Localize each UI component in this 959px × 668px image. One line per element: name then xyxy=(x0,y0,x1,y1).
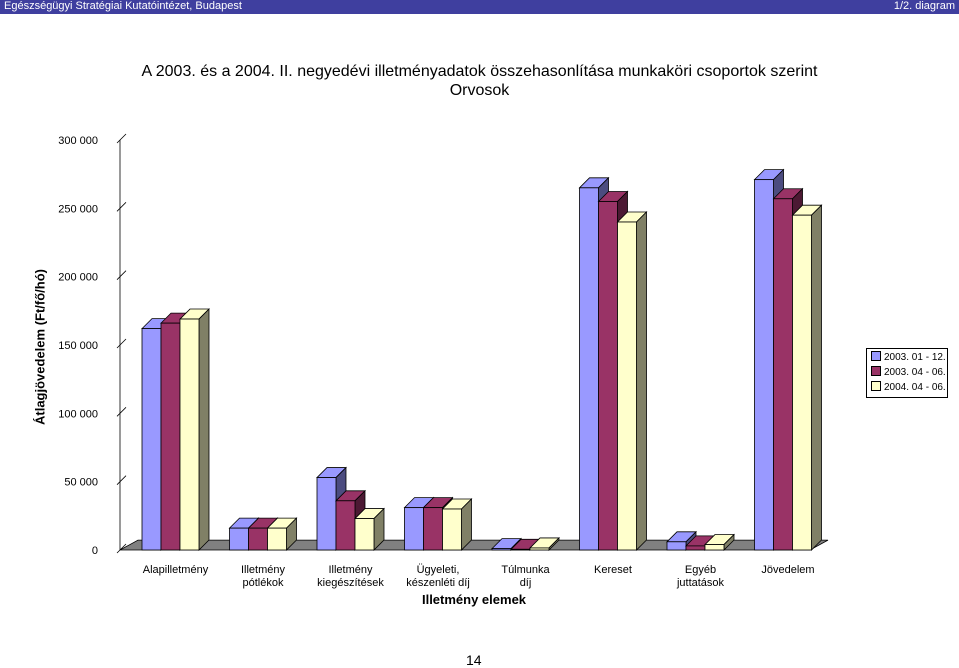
bar-side xyxy=(198,308,210,551)
bar xyxy=(666,541,687,551)
y-tick-label: 250 000 xyxy=(58,203,98,215)
y-tick-label: 300 000 xyxy=(58,135,98,147)
gridline xyxy=(116,475,127,485)
x-tick-label-line: juttatások xyxy=(676,577,725,589)
x-tick-label-line: kiegészítések xyxy=(317,577,384,589)
gridline xyxy=(116,338,127,349)
bar xyxy=(685,545,706,551)
bar xyxy=(354,518,375,551)
bar xyxy=(491,548,512,551)
bar xyxy=(229,527,249,551)
legend-label: 2003. 01 - 12. xyxy=(884,352,946,363)
x-tick-label-line: Túlmunka xyxy=(501,564,550,576)
legend-label: 2003. 04 - 06. xyxy=(884,367,946,378)
bar xyxy=(248,527,268,551)
x-tick-label-line: pótlékok xyxy=(243,577,284,589)
x-tick-label-line: Ügyeleti, xyxy=(417,564,460,576)
y-tick-label: 100 000 xyxy=(58,408,98,420)
y-axis-title: Átlagjövedelem (Ft/fő/hó) xyxy=(32,269,48,425)
legend-swatch xyxy=(871,351,881,362)
bar xyxy=(754,179,774,551)
bar xyxy=(529,547,550,551)
legend-swatch xyxy=(871,381,881,392)
gridline xyxy=(116,270,127,280)
report-header-bar: Egészségügyi Stratégiai Kutatóintézet, B… xyxy=(0,0,959,14)
y-tick-label: 50 000 xyxy=(64,477,98,489)
x-tick-label-line: készenléti díj xyxy=(406,577,470,589)
bar xyxy=(335,500,356,551)
bar xyxy=(404,507,424,551)
x-tick-label: Egyéb juttatások xyxy=(676,564,725,589)
x-tick-label: Kereset xyxy=(594,564,632,576)
bar xyxy=(617,221,637,551)
x-tick-label: Illetmény pótlékok xyxy=(241,564,286,589)
x-tick-label-line: Egyéb xyxy=(685,564,716,576)
bar-side xyxy=(811,204,822,551)
gridline xyxy=(116,202,127,212)
x-axis-title: Illetmény elemek xyxy=(421,592,527,607)
x-tick-label: Jövedelem xyxy=(761,564,814,576)
chart-title: A 2003. és a 2004. II. negyedévi illetmé… xyxy=(141,63,818,80)
legend-swatch xyxy=(871,366,881,377)
bar xyxy=(792,214,812,551)
legend-entry: 2003. 01 - 12. xyxy=(871,351,946,365)
institute-name: Egészségügyi Stratégiai Kutatóintézet, B… xyxy=(4,0,242,12)
x-tick-label: Ügyeleti, készenléti díj xyxy=(406,564,470,589)
y-tick-label: 0 xyxy=(92,545,98,557)
bar xyxy=(579,187,599,551)
bar xyxy=(773,198,793,551)
x-tick-label-line: Jövedelem xyxy=(761,564,814,576)
bar xyxy=(160,322,181,551)
y-tick-label: 150 000 xyxy=(58,340,98,352)
gridline xyxy=(116,543,127,554)
x-tick-label-line: díj xyxy=(520,577,532,589)
bar-side xyxy=(636,211,647,551)
bar xyxy=(141,328,162,551)
legend-entry: 2003. 04 - 06. xyxy=(871,366,946,380)
bar xyxy=(510,548,531,551)
bar xyxy=(442,508,462,551)
bar xyxy=(598,201,618,551)
bar xyxy=(179,318,200,551)
x-tick-label-line: Illetmény xyxy=(241,564,286,576)
x-tick-label-line: Illetmény xyxy=(328,564,373,576)
x-tick-label: Túlmunka díj xyxy=(501,564,550,589)
legend-entry: 2004. 04 - 06. xyxy=(871,381,946,395)
y-tick-label: 200 000 xyxy=(58,272,98,284)
chart-legend: 2003. 01 - 12. 2003. 04 - 06. 2004. 04 -… xyxy=(866,348,948,398)
chart-subtitle: Orvosok xyxy=(449,82,510,99)
bar xyxy=(704,544,725,551)
diagram-number: 1/2. diagram xyxy=(893,0,955,12)
page-number: 14 xyxy=(466,652,482,668)
x-tick-label: Alapilletmény xyxy=(143,564,209,576)
bar xyxy=(423,507,443,551)
gridline xyxy=(116,407,127,417)
x-tick-label-line: Alapilletmény xyxy=(143,564,209,576)
legend-label: 2004. 04 - 06. xyxy=(884,382,946,393)
bar xyxy=(316,477,337,551)
bar xyxy=(267,527,287,551)
x-tick-label: Illetmény kiegészítések xyxy=(317,564,384,589)
gridline xyxy=(116,133,127,144)
x-tick-label-line: Kereset xyxy=(594,564,632,576)
